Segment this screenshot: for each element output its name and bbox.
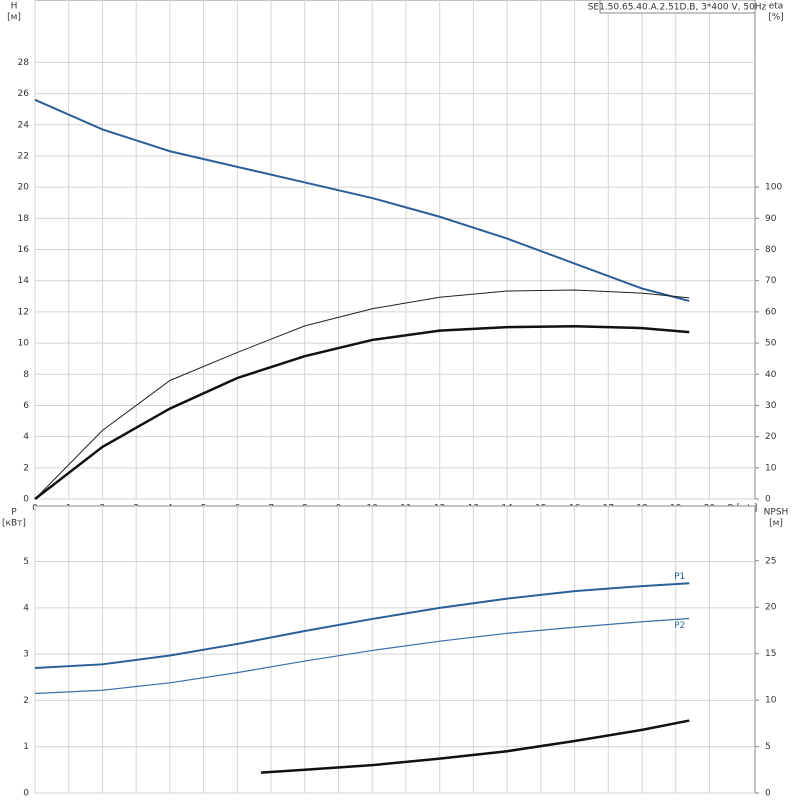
y-axis-unit: [кВт] <box>2 519 26 529</box>
series-label: P2 <box>674 621 685 631</box>
y-tick-label: 28 <box>18 58 30 68</box>
plot-area <box>34 505 756 794</box>
y2-tick-label: 5 <box>765 742 771 752</box>
y-tick-label: 6 <box>23 401 29 411</box>
y-tick-label: 10 <box>18 339 30 349</box>
y2-axis-unit: [м] <box>769 519 783 529</box>
chart-title: SE1.50.65.40.A.2.51D.B, 3*400 V, 50Hz <box>588 3 767 13</box>
y2-tick-label: 10 <box>765 696 777 706</box>
series-label: P1 <box>674 572 685 582</box>
y-tick-label: 26 <box>18 89 30 99</box>
y-tick-label: 3 <box>23 650 29 660</box>
y-tick-label: 20 <box>18 183 30 193</box>
y2-tick-label: 25 <box>765 556 776 566</box>
y2-tick-label: 30 <box>765 401 777 411</box>
y2-tick-label: 40 <box>765 370 777 380</box>
y2-tick-label: 0 <box>765 495 771 505</box>
y2-tick-label: 80 <box>765 245 777 255</box>
y-tick-label: 12 <box>18 307 29 317</box>
y2-axis-label: NPSH <box>764 508 789 518</box>
series-line <box>34 289 690 500</box>
y-tick-label: 16 <box>18 245 30 255</box>
series-line <box>260 719 690 774</box>
y-tick-label: 4 <box>23 432 29 442</box>
y-tick-label: 8 <box>23 370 29 380</box>
y-tick-label: 0 <box>23 789 29 799</box>
y-tick-label: 24 <box>18 120 30 130</box>
y-tick-label: 5 <box>23 557 29 567</box>
y-tick-label: 22 <box>18 151 29 161</box>
y-tick-label: 4 <box>23 603 29 613</box>
y2-tick-label: 10 <box>765 463 777 473</box>
y-tick-label: 14 <box>18 276 30 286</box>
y2-tick-label: 50 <box>765 339 777 349</box>
y-axis-label: P <box>11 508 17 518</box>
y-tick-label: 2 <box>23 696 29 706</box>
y2-tick-label: 70 <box>765 276 777 286</box>
series-line <box>34 98 690 302</box>
y-tick-label: 2 <box>23 463 29 473</box>
y2-tick-label: 100 <box>765 183 782 193</box>
y2-tick-label: 0 <box>765 789 771 799</box>
series-line <box>34 617 690 695</box>
y2-tick-label: 60 <box>765 307 777 317</box>
y-tick-label: 18 <box>18 214 30 224</box>
y2-tick-label: 90 <box>765 214 777 224</box>
y-axis-unit: [м] <box>7 13 21 23</box>
y2-tick-label: 20 <box>765 603 777 613</box>
y2-tick-label: 15 <box>765 649 776 659</box>
y-tick-label: 1 <box>23 742 29 752</box>
y2-axis-label: eta <box>769 2 784 12</box>
y-tick-label: 0 <box>23 495 29 505</box>
y2-tick-label: 20 <box>765 432 777 442</box>
series-line <box>34 324 690 500</box>
title-box <box>599 0 756 14</box>
y-axis-label: H <box>11 2 18 12</box>
y2-axis-unit: [%] <box>768 13 784 23</box>
series-line <box>34 582 690 670</box>
